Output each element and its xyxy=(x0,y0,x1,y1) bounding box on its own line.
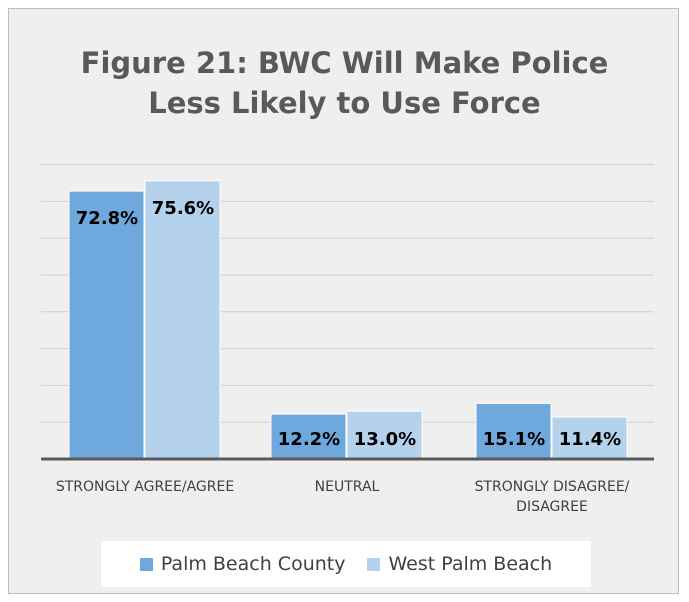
data-label: 11.4% xyxy=(559,429,621,450)
chart-title-line-1: Figure 21: BWC Will Make Police xyxy=(80,46,609,80)
bar-palm-beach-county xyxy=(68,190,145,460)
category-label: STRONGLY AGREE/AGREE xyxy=(56,479,234,495)
bar-palm-beach-county xyxy=(270,413,347,460)
legend: Palm Beach County West Palm Beach xyxy=(101,541,591,587)
legend-swatch-palm-beach-county xyxy=(139,557,153,571)
legend-swatch-west-palm-beach xyxy=(367,557,381,571)
category-label: DISAGREE xyxy=(516,499,588,515)
data-label: 72.8% xyxy=(76,208,138,229)
legend-label-west-palm-beach: West Palm Beach xyxy=(388,553,553,575)
bar-west-palm-beach xyxy=(144,180,221,460)
legend-item-palm-beach-county: Palm Beach County xyxy=(139,553,346,575)
data-label: 75.6% xyxy=(152,198,214,219)
category-label: STRONGLY DISAGREE/ xyxy=(475,479,630,495)
legend-item-west-palm-beach: West Palm Beach xyxy=(367,553,552,575)
bar-palm-beach-county xyxy=(475,402,552,460)
data-label: 13.0% xyxy=(354,429,416,450)
bar-west-palm-beach xyxy=(551,416,628,460)
chart-title: Figure 21: BWC Will Make Police Less Lik… xyxy=(9,43,680,123)
chart-title-line-2: Less Likely to Use Force xyxy=(148,86,541,120)
bar-west-palm-beach xyxy=(346,410,423,460)
category-label: NEUTRAL xyxy=(315,479,380,495)
legend-label-palm-beach-county: Palm Beach County xyxy=(160,553,346,575)
bar-plot: 72.8% 75.6% STRONGLY AGREE/AGREE 12.2% 13.0%… xyxy=(41,164,654,515)
data-label: 12.2% xyxy=(278,429,340,450)
chart-frame: Figure 21: BWC Will Make Police Less Lik… xyxy=(8,8,679,594)
data-label: 15.1% xyxy=(483,429,545,450)
